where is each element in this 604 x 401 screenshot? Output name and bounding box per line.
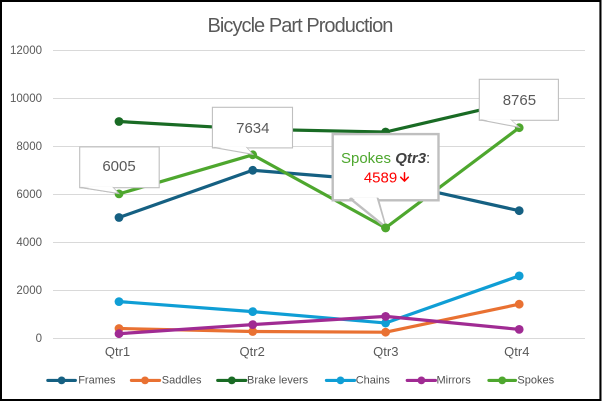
svg-text:Bicycle Part Production: Bicycle Part Production: [208, 15, 393, 37]
svg-text:4589: 4589: [364, 169, 397, 186]
svg-text:0: 0: [36, 333, 42, 345]
svg-text:Frames: Frames: [78, 375, 116, 387]
svg-text:4000: 4000: [16, 237, 42, 249]
svg-text:Brake levers: Brake levers: [247, 375, 309, 387]
svg-text:6005: 6005: [102, 158, 135, 175]
svg-text:Mirrors: Mirrors: [437, 375, 472, 387]
svg-text:Qtr1: Qtr1: [105, 344, 130, 359]
svg-text:Saddles: Saddles: [162, 375, 202, 387]
svg-text:6000: 6000: [16, 189, 42, 201]
svg-text:Spokes: Spokes: [517, 375, 554, 387]
svg-text:8765: 8765: [503, 92, 536, 109]
svg-text:7634: 7634: [236, 120, 269, 137]
svg-text:10000: 10000: [10, 93, 42, 105]
svg-text:Qtr2: Qtr2: [240, 344, 265, 359]
svg-text:Qtr3: Qtr3: [373, 344, 398, 359]
svg-text:Chains: Chains: [356, 375, 391, 387]
svg-text:12000: 12000: [10, 45, 42, 57]
svg-text:8000: 8000: [16, 141, 42, 153]
svg-text:Qtr4: Qtr4: [504, 344, 529, 359]
svg-text:Spokes Qtr3:: Spokes Qtr3:: [341, 150, 430, 167]
svg-text:2000: 2000: [16, 285, 42, 297]
